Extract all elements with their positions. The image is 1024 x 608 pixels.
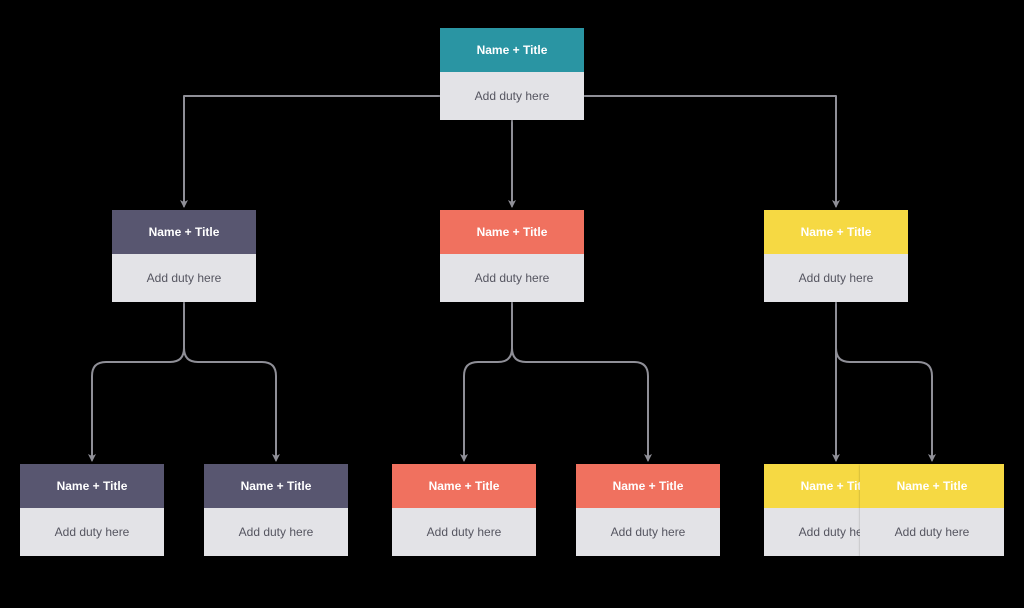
org-node-header: Name + Title (576, 464, 720, 508)
org-node-header: Name + Title (112, 210, 256, 254)
org-node-duty: Add duty here (392, 508, 536, 556)
org-node-c[interactable]: Name + TitleAdd duty here (764, 210, 908, 302)
org-node-c2[interactable]: Name + TitleAdd duty here (860, 464, 1004, 556)
org-node-header: Name + Title (20, 464, 164, 508)
org-node-header: Name + Title (764, 210, 908, 254)
org-node-duty: Add duty here (112, 254, 256, 302)
org-node-duty: Add duty here (440, 254, 584, 302)
connector-edge (836, 348, 932, 460)
org-node-a1[interactable]: Name + TitleAdd duty here (20, 464, 164, 556)
org-node-duty: Add duty here (576, 508, 720, 556)
org-node-header: Name + Title (440, 210, 584, 254)
connector-edge (184, 348, 276, 460)
org-node-root[interactable]: Name + TitleAdd duty here (440, 28, 584, 120)
org-chart-canvas: Name + TitleAdd duty hereName + TitleAdd… (0, 0, 1024, 608)
org-node-a2[interactable]: Name + TitleAdd duty here (204, 464, 348, 556)
connector-edge (184, 96, 440, 206)
org-node-header: Name + Title (392, 464, 536, 508)
org-node-b[interactable]: Name + TitleAdd duty here (440, 210, 584, 302)
org-node-a[interactable]: Name + TitleAdd duty here (112, 210, 256, 302)
org-node-b1[interactable]: Name + TitleAdd duty here (392, 464, 536, 556)
connector-edge (464, 348, 512, 460)
org-node-b2[interactable]: Name + TitleAdd duty here (576, 464, 720, 556)
connector-edge (512, 348, 648, 460)
org-node-duty: Add duty here (204, 508, 348, 556)
org-node-header: Name + Title (204, 464, 348, 508)
connector-edge (92, 348, 184, 460)
org-node-header: Name + Title (440, 28, 584, 72)
org-node-duty: Add duty here (20, 508, 164, 556)
org-node-header: Name + Title (860, 464, 1004, 508)
org-node-duty: Add duty here (764, 254, 908, 302)
org-node-duty: Add duty here (440, 72, 584, 120)
org-node-duty: Add duty here (860, 508, 1004, 556)
connector-edge (584, 96, 836, 206)
